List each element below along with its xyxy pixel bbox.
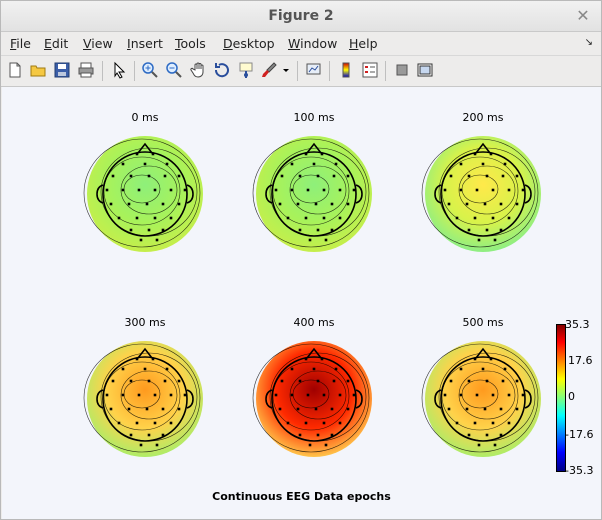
legend-icon[interactable] [361, 61, 379, 79]
window-title: Figure 2 [268, 8, 334, 24]
colorbar-icon[interactable] [337, 61, 355, 79]
hide-plot-tools-icon[interactable] [393, 61, 411, 79]
topoplot-title: 400 ms [293, 316, 335, 329]
menu-help[interactable]: Help [349, 36, 378, 51]
open-file-icon[interactable] [29, 61, 47, 79]
toolbar-separator [134, 61, 135, 81]
close-icon[interactable]: ✕ [576, 6, 590, 25]
menu-edit[interactable]: Edit [44, 36, 69, 51]
zoom-in-icon[interactable] [141, 61, 159, 79]
figure-caption: Continuous EEG Data epochs [212, 490, 391, 503]
topoplot-head [252, 341, 372, 457]
topoplot-head [421, 341, 541, 457]
topoplot-head [83, 136, 203, 252]
topoplot-title: 300 ms [124, 316, 166, 329]
pan-hand-icon[interactable] [190, 61, 208, 79]
topoplot-head [252, 136, 372, 252]
topoplot-title: 100 ms [293, 111, 335, 124]
colorbar-tick-label: -17.6 [565, 428, 594, 441]
save-icon[interactable] [53, 61, 71, 79]
data-cursor-icon[interactable] [237, 61, 255, 79]
menu-view[interactable]: View [83, 36, 113, 51]
topoplot-title: 500 ms [462, 316, 504, 329]
title-bar: Figure 2 ✕ [1, 1, 601, 32]
colorbar-tick-label: 35.3 [565, 318, 590, 331]
edit-plot-arrow-icon[interactable] [110, 61, 128, 79]
show-plot-tools-icon[interactable] [416, 61, 434, 79]
toolbar-separator [385, 61, 386, 81]
menu-tools[interactable]: Tools [175, 36, 206, 51]
new-figure-icon[interactable] [6, 61, 24, 79]
menu-desktop[interactable]: Desktop [223, 36, 275, 51]
topoplot-title: 200 ms [462, 111, 504, 124]
menu-bar: File Edit View Insert Tools Desktop Wind… [1, 32, 601, 54]
brush-dropdown-icon[interactable] [281, 61, 291, 79]
brush-icon[interactable] [260, 61, 278, 79]
link-plot-icon[interactable] [305, 61, 323, 79]
colorbar-tick-label: 0 [568, 390, 575, 403]
print-icon[interactable] [77, 61, 95, 79]
topoplot-head [83, 341, 203, 457]
menu-insert[interactable]: Insert [127, 36, 163, 51]
menu-file[interactable]: File [10, 36, 31, 51]
colorbar [556, 324, 566, 472]
figure-canvas: 0 ms 100 ms 200 ms 300 ms 400 ms [2, 87, 601, 519]
rotate-3d-icon[interactable] [213, 61, 231, 79]
zoom-out-icon[interactable] [165, 61, 183, 79]
toolbar-separator [297, 61, 298, 81]
toolbar-separator [102, 61, 103, 81]
colorbar-tick-label: 17.6 [568, 354, 593, 367]
dock-arrow-icon[interactable]: ↘ [584, 37, 593, 48]
figure-toolbar [1, 55, 601, 87]
colorbar-tick-label: -35.3 [565, 464, 594, 477]
toolbar-separator [329, 61, 330, 81]
menu-window[interactable]: Window [288, 36, 338, 51]
topoplot-head [421, 136, 541, 252]
topoplot-title: 0 ms [131, 111, 159, 124]
